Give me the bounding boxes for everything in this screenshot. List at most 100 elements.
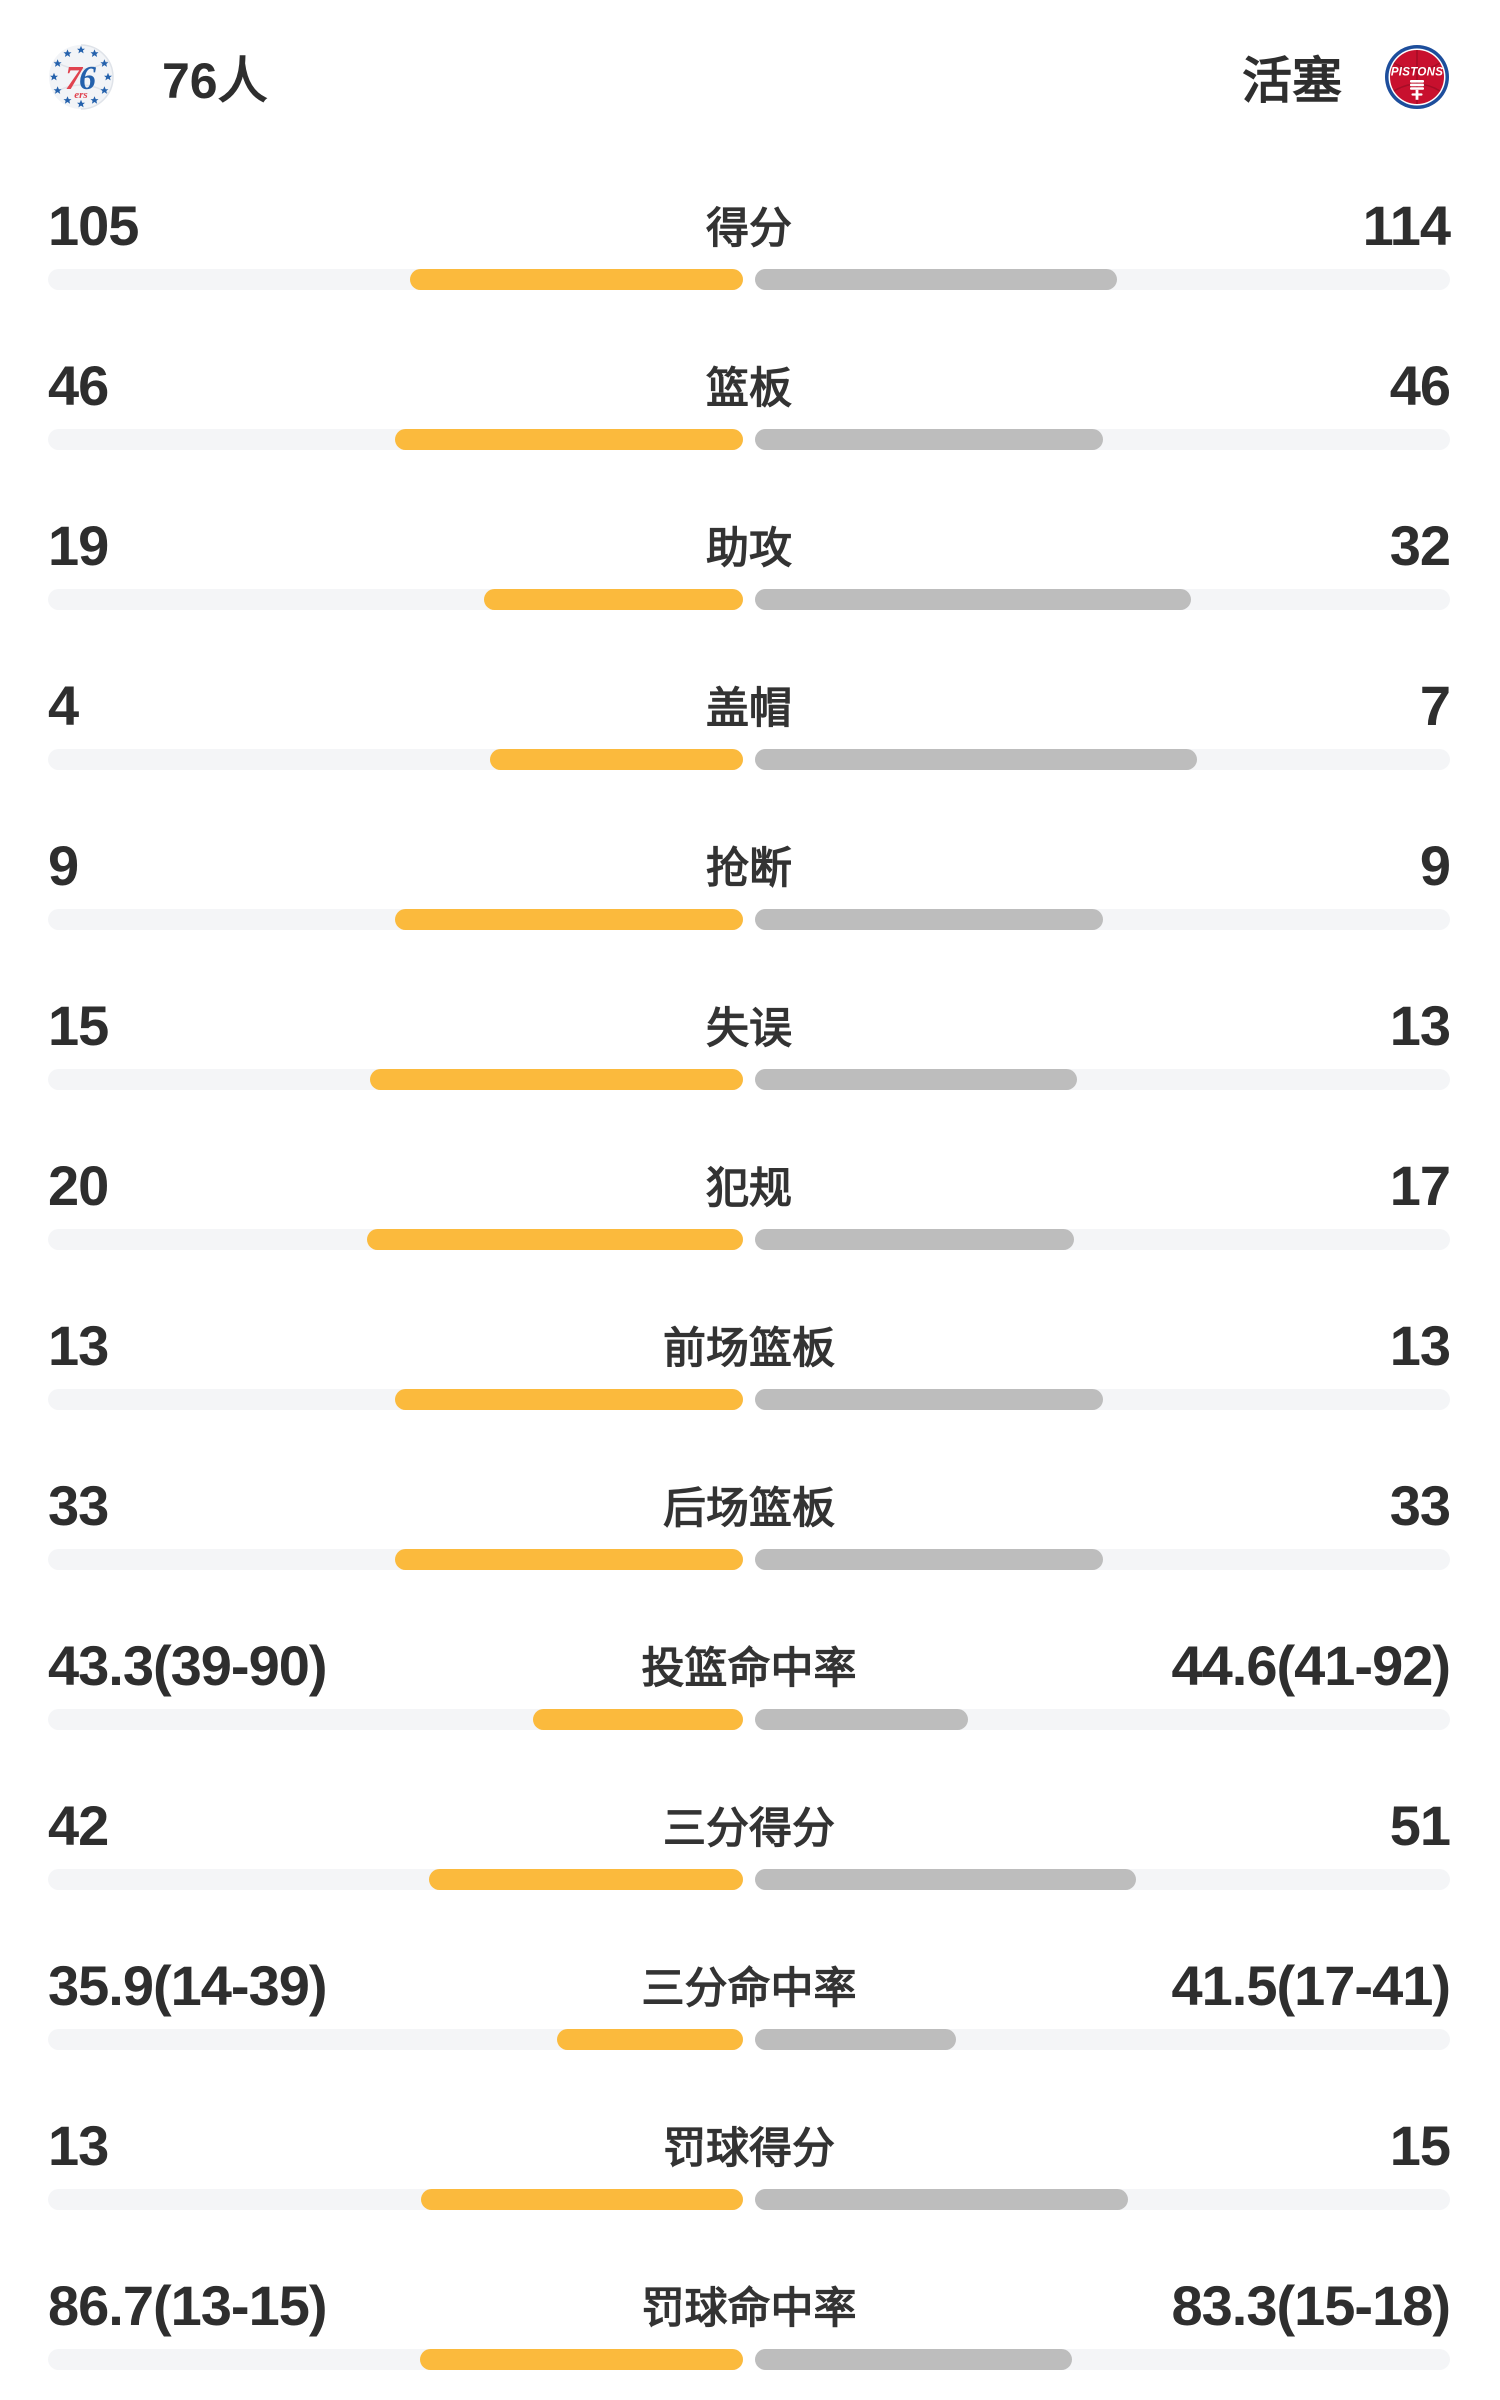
away-bar-track — [755, 1229, 1450, 1250]
away-bar-fill — [755, 269, 1117, 290]
stat-line: 13 罚球得分 15 — [48, 2113, 1451, 2177]
away-bar-fill — [755, 1229, 1074, 1250]
stat-comparison-bar — [48, 909, 1450, 930]
home-bar-track — [48, 749, 743, 770]
stat-line: 43.3(39-90) 投篮命中率 44.6(41-92) — [48, 1633, 1451, 1697]
away-bar-track — [755, 2189, 1450, 2210]
stat-row: 20 犯规 17 — [48, 1153, 1451, 1250]
stat-row: 105 得分 114 — [48, 193, 1451, 290]
home-bar-track — [48, 1549, 743, 1570]
home-bar-track — [48, 429, 743, 450]
stat-label: 罚球命中率 — [641, 2285, 857, 2333]
stat-comparison-bar — [48, 589, 1450, 610]
home-bar-fill — [421, 2189, 743, 2210]
home-stat-value: 33 — [48, 1473, 109, 1537]
stat-comparison-bar — [48, 1869, 1450, 1890]
away-stat-value: 17 — [1389, 1153, 1451, 1217]
stat-comparison-bar — [48, 1069, 1450, 1090]
away-bar-fill — [755, 749, 1197, 770]
stat-row: 13 罚球得分 15 — [48, 2113, 1451, 2210]
away-bar-fill — [755, 2349, 1072, 2370]
home-bar-fill — [484, 589, 743, 610]
bar-center-gap — [743, 1709, 755, 1730]
home-stat-value: 15 — [48, 993, 109, 1057]
stat-label: 罚球得分 — [663, 2125, 835, 2173]
team-header: 7 6 ers 76人 活塞 PISTONS — [0, 0, 1500, 110]
home-bar-fill — [557, 2029, 743, 2050]
stat-comparison-bar — [48, 1549, 1450, 1570]
away-bar-track — [755, 1869, 1450, 1890]
away-bar-fill — [755, 2029, 956, 2050]
away-stat-value: 51 — [1389, 1793, 1451, 1857]
home-bar-fill — [395, 1549, 743, 1570]
away-bar-track — [755, 909, 1450, 930]
stat-label: 投篮命中率 — [641, 1645, 857, 1693]
stat-comparison-bar — [48, 2189, 1450, 2210]
away-stat-value: 114 — [1362, 193, 1451, 257]
home-stat-value: 43.3(39-90) — [48, 1633, 328, 1697]
stat-label: 前场篮板 — [663, 1325, 835, 1373]
stat-line: 46 篮板 46 — [48, 353, 1451, 417]
stat-row: 43.3(39-90) 投篮命中率 44.6(41-92) — [48, 1633, 1451, 1730]
away-bar-fill — [755, 1709, 968, 1730]
home-stat-value: 19 — [48, 513, 109, 577]
away-bar-track — [755, 1549, 1450, 1570]
away-stat-value: 32 — [1389, 513, 1451, 577]
stat-row: 33 后场篮板 33 — [48, 1473, 1451, 1570]
bar-center-gap — [743, 1069, 755, 1090]
stat-label: 抢断 — [706, 845, 792, 893]
home-bar-fill — [395, 1389, 743, 1410]
away-bar-track — [755, 269, 1450, 290]
stat-comparison-bar — [48, 1389, 1450, 1410]
stat-line: 42 三分得分 51 — [48, 1793, 1451, 1857]
sixers-wordmark-ers: ers — [74, 89, 87, 101]
bar-center-gap — [743, 1869, 755, 1890]
stat-label: 盖帽 — [706, 685, 792, 733]
away-bar-fill — [755, 2189, 1128, 2210]
bar-center-gap — [743, 2349, 755, 2370]
away-stat-value: 83.3(15-18) — [1171, 2273, 1451, 2337]
home-bar-fill — [490, 749, 743, 770]
bar-center-gap — [743, 429, 755, 450]
home-bar-fill — [395, 429, 743, 450]
bar-center-gap — [743, 749, 755, 770]
stat-row: 9 抢断 9 — [48, 833, 1451, 930]
pistons-wordmark: PISTONS — [1391, 67, 1443, 79]
home-stat-value: 13 — [48, 1313, 109, 1377]
piston-glyph — [1410, 80, 1424, 100]
stat-line: 86.7(13-15) 罚球命中率 83.3(15-18) — [48, 2273, 1451, 2337]
home-bar-track — [48, 269, 743, 290]
stat-line: 9 抢断 9 — [48, 833, 1451, 897]
away-team-name: 活塞 — [1242, 53, 1342, 109]
home-bar-fill — [410, 269, 743, 290]
stat-row: 46 篮板 46 — [48, 353, 1451, 450]
stat-row: 86.7(13-15) 罚球命中率 83.3(15-18) — [48, 2273, 1451, 2370]
away-stat-value: 44.6(41-92) — [1171, 1633, 1451, 1697]
away-bar-track — [755, 2349, 1450, 2370]
stat-row: 42 三分得分 51 — [48, 1793, 1451, 1890]
stat-row: 13 前场篮板 13 — [48, 1313, 1451, 1410]
bar-center-gap — [743, 2029, 755, 2050]
bar-center-gap — [743, 2189, 755, 2210]
away-stat-value: 15 — [1389, 2113, 1451, 2177]
stat-comparison-bar — [48, 2349, 1450, 2370]
home-bar-track — [48, 2029, 743, 2050]
bar-center-gap — [743, 1229, 755, 1250]
stat-comparison-bar — [48, 1709, 1450, 1730]
sixers-wordmark-6: 6 — [79, 60, 96, 97]
home-bar-track — [48, 2189, 743, 2210]
bar-center-gap — [743, 909, 755, 930]
home-team-name: 76人 — [162, 53, 268, 109]
home-stat-value: 20 — [48, 1153, 109, 1217]
stat-label: 失误 — [706, 1005, 792, 1053]
stat-line: 19 助攻 32 — [48, 513, 1451, 577]
away-stat-value: 13 — [1389, 993, 1451, 1057]
home-bar-track — [48, 1709, 743, 1730]
bar-center-gap — [743, 1389, 755, 1410]
stat-label: 得分 — [706, 205, 792, 253]
home-stat-value: 46 — [48, 353, 109, 417]
stat-row: 19 助攻 32 — [48, 513, 1451, 610]
home-bar-fill — [429, 1869, 743, 1890]
away-stat-value: 9 — [1419, 833, 1451, 897]
